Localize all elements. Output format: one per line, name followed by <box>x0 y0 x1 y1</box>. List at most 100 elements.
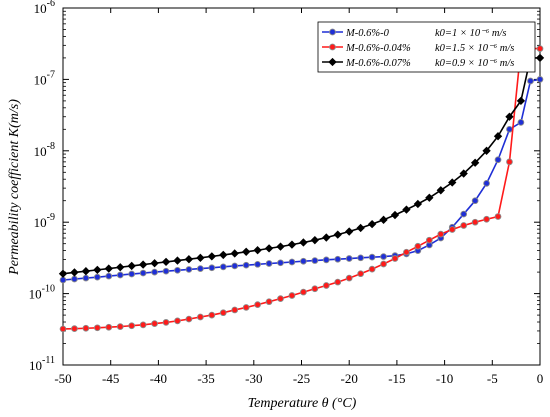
axis-ticks: -50 -45 -40 -35 -30 -25 -20 -15 -10 -5 010-1110-10… <box>29 0 544 386</box>
data-point <box>197 265 204 272</box>
data-point <box>333 230 342 239</box>
data-point <box>391 255 399 262</box>
data-point <box>151 320 158 327</box>
data-point <box>254 301 261 309</box>
data-point <box>535 53 545 63</box>
data-point <box>104 264 113 273</box>
data-point <box>277 259 284 267</box>
y-tick-label: 10-7 <box>34 69 55 87</box>
data-point <box>207 252 216 261</box>
x-tick-label: -35 <box>197 371 214 386</box>
series-1 <box>59 76 544 284</box>
data-point <box>82 324 90 332</box>
data-point <box>197 313 204 321</box>
series-layer <box>58 45 545 333</box>
y-axis-title: Permeability coefficient K(m/s) <box>7 99 22 276</box>
data-point <box>185 266 193 273</box>
x-tick-label: -45 <box>102 371 119 386</box>
y-tick-label: 10-8 <box>34 141 55 159</box>
data-point <box>357 270 364 278</box>
data-point <box>161 257 171 267</box>
data-point <box>128 322 136 330</box>
legend-k0: k0=1 × 10⁻⁶ m/s <box>435 28 507 39</box>
series-3 <box>58 53 545 278</box>
data-point <box>219 309 227 317</box>
data-point <box>437 230 445 238</box>
data-point <box>288 258 296 266</box>
data-point <box>242 304 250 311</box>
data-point <box>403 248 410 256</box>
data-point <box>219 250 228 260</box>
data-point <box>116 323 124 330</box>
data-point <box>254 260 261 268</box>
data-point <box>82 274 90 282</box>
x-axis-title: Temperature θ (°C) <box>248 396 357 411</box>
data-point <box>516 96 526 106</box>
legend-box <box>317 21 536 73</box>
data-point <box>231 262 239 270</box>
data-point <box>300 288 307 296</box>
data-point <box>230 249 239 258</box>
data-point <box>460 222 468 229</box>
data-point <box>322 282 330 289</box>
data-point <box>116 263 125 272</box>
data-point <box>345 227 354 236</box>
data-point <box>471 197 479 205</box>
data-point <box>494 213 502 220</box>
data-point <box>425 193 434 202</box>
legend-entry: M-0.6%-0.04% k0=1.5 × 10⁻⁶ m/s <box>322 43 514 54</box>
data-point <box>139 269 147 277</box>
data-point <box>127 261 136 271</box>
data-point <box>58 269 68 278</box>
data-point <box>105 272 113 280</box>
data-point <box>71 275 78 283</box>
y-tick-label: 10-10 <box>29 284 55 302</box>
data-point <box>536 45 544 52</box>
data-point <box>208 311 216 319</box>
data-point <box>162 267 170 275</box>
data-point <box>81 267 91 276</box>
data-point <box>345 255 353 262</box>
data-point <box>414 242 422 250</box>
data-point <box>173 256 182 265</box>
data-point <box>242 261 250 269</box>
x-tick-label: -20 <box>341 371 358 386</box>
data-point <box>368 265 376 273</box>
data-point <box>470 158 480 167</box>
data-point <box>219 263 227 271</box>
data-point <box>59 325 67 333</box>
data-point <box>357 254 364 262</box>
data-point <box>288 292 296 299</box>
x-tick-label: -15 <box>388 371 405 386</box>
legend-series-name: M-0.6%-0.07% <box>345 58 411 69</box>
data-point <box>483 215 490 223</box>
y-tick-label: 10-9 <box>34 212 55 230</box>
data-point <box>242 247 251 256</box>
data-point <box>527 77 534 85</box>
data-point <box>174 266 181 274</box>
data-point <box>311 257 319 264</box>
data-point <box>265 298 273 306</box>
data-point <box>483 180 490 187</box>
data-point <box>367 219 377 229</box>
data-point <box>299 238 308 247</box>
legend-k0: k0=0.9 × 10⁻⁶ m/s <box>435 58 514 69</box>
data-point <box>436 186 445 195</box>
data-point <box>287 240 297 249</box>
data-point <box>138 260 148 269</box>
data-point <box>471 218 479 226</box>
data-point <box>300 257 307 265</box>
data-point <box>413 199 423 209</box>
data-point <box>493 132 503 141</box>
data-point <box>139 321 147 329</box>
data-point <box>265 260 273 267</box>
data-point <box>506 125 513 133</box>
legend-series-name: M-0.6%-0.04% <box>345 43 411 54</box>
data-point <box>196 253 205 262</box>
data-point <box>93 324 101 332</box>
legend: M-0.6%-0 k0=1 × 10⁻⁶ m/s M-0.6%-0.04% k0=1.… <box>317 21 536 73</box>
data-point <box>231 306 239 314</box>
data-point <box>517 119 525 126</box>
data-point <box>459 169 468 178</box>
